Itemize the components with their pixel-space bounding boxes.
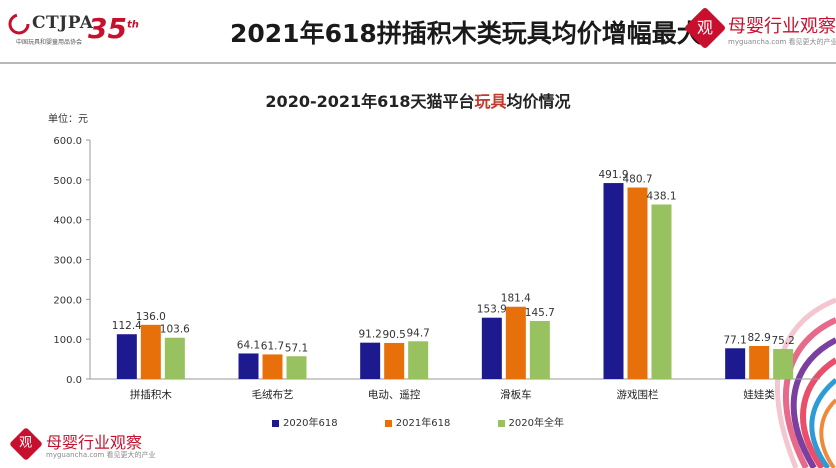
footer-brand-name: 母婴行业观察 [46, 433, 143, 452]
bar [360, 342, 381, 379]
bar [408, 341, 429, 379]
footer-brand-url: myguancha.com 看见更大的产业 [46, 451, 156, 459]
header: CTJPA 中国玩具和婴童用品协会 35th 2021年618拼插积木类玩具均价… [0, 0, 836, 64]
data-label: 136.0 [136, 311, 166, 323]
ctjpa-logo-text: CTJPA [32, 13, 94, 33]
bar [262, 354, 283, 379]
brand-logo: 观 母婴行业观察 myguancha.com 看见更大的产业 [683, 6, 836, 52]
x-tick-label: 滑板车 [500, 388, 532, 401]
y-tick-label: 400.0 [53, 216, 82, 227]
chart-title: 2020-2021年618天猫平台玩具均价情况 [0, 88, 836, 112]
chart-title-highlight: 玩具 [474, 92, 507, 111]
footer-brand-seal-icon: 观 [9, 427, 43, 461]
chart-title-prefix: 2020-2021年618天猫平台 [265, 92, 475, 111]
x-tick-label: 毛绒布艺 [252, 388, 294, 401]
bar [749, 345, 770, 379]
bar [773, 349, 794, 379]
y-tick-label: 500.0 [53, 176, 82, 187]
legend-label-2021-618: 2021年618 [395, 418, 451, 429]
bar [116, 334, 137, 379]
y-tick-label: 600.0 [53, 136, 82, 147]
bar [651, 204, 672, 379]
data-label: 64.1 [237, 339, 260, 351]
brand-url: myguancha.com 看见更大的产业 [728, 38, 836, 46]
legend-swatch-2021-618 [384, 419, 392, 427]
data-label: 94.7 [406, 327, 429, 339]
page-title: 2021年618拼插积木类玩具均价增幅最大 [230, 19, 702, 48]
bar [481, 317, 502, 379]
x-tick-label: 娃娃类 [743, 388, 775, 401]
legend-label-2020-618: 2020年618 [283, 418, 338, 429]
data-label: 438.1 [646, 190, 676, 202]
x-tick-label: 电动、遥控 [368, 388, 421, 401]
legend-swatch-2020-618 [272, 419, 280, 427]
chart-title-suffix: 均价情况 [506, 92, 571, 111]
data-label: 181.4 [501, 293, 531, 305]
bar [286, 356, 307, 379]
bar [164, 337, 185, 379]
data-label: 145.7 [525, 307, 555, 319]
bar [627, 187, 648, 379]
bar [603, 183, 624, 379]
y-axis-unit-label: 单位：元 [48, 112, 88, 125]
data-label: 61.7 [261, 340, 284, 352]
data-label: 82.9 [747, 332, 770, 344]
data-label: 90.5 [382, 329, 405, 341]
y-tick-label: 200.0 [53, 295, 82, 306]
y-tick-label: 0.0 [66, 375, 82, 386]
bar [238, 353, 259, 379]
data-label: 153.9 [477, 304, 507, 316]
ctjpa-swirl-icon [8, 13, 30, 35]
brand-name: 母婴行业观察 [728, 16, 836, 37]
legend-item-2020-full: 2020年全年 [497, 414, 564, 429]
legend-label-2020-full: 2020年全年 [508, 418, 564, 429]
legend-swatch-2020-full [497, 419, 505, 427]
data-label: 91.2 [358, 329, 381, 341]
data-label: 57.1 [285, 342, 308, 354]
anniversary-number: 35 [88, 12, 127, 45]
footer-brand-logo: 观 母婴行业观察 myguancha.com 看见更大的产业 [9, 427, 210, 464]
anniversary-suffix: th [126, 19, 139, 31]
x-tick-label: 拼插积木 [130, 388, 172, 401]
data-label: 103.6 [160, 324, 190, 336]
legend-item-2020-618: 2020年618 [272, 414, 338, 429]
data-label: 112.4 [112, 320, 142, 332]
bar [384, 342, 405, 379]
data-label: 75.2 [771, 335, 794, 347]
bar [505, 306, 526, 379]
ctjpa-logo: CTJPA 中国玩具和婴童用品协会 35th [8, 10, 148, 50]
data-label: 491.9 [598, 169, 628, 181]
anniversary-badge: 35th [88, 12, 139, 45]
legend-item-2021-618: 2021年618 [384, 414, 451, 429]
bar [529, 320, 550, 379]
bar [725, 348, 746, 379]
y-tick-label: 100.0 [53, 335, 82, 346]
chart-legend: 2020年618 2021年618 2020年全年 [0, 414, 836, 429]
data-label: 480.7 [622, 174, 652, 186]
data-label: 77.1 [723, 334, 746, 346]
x-tick-label: 游戏围栏 [617, 388, 659, 401]
bar [140, 324, 161, 379]
y-tick-label: 300.0 [53, 256, 82, 267]
ctjpa-logo-subtitle: 中国玩具和婴童用品协会 [16, 39, 83, 46]
